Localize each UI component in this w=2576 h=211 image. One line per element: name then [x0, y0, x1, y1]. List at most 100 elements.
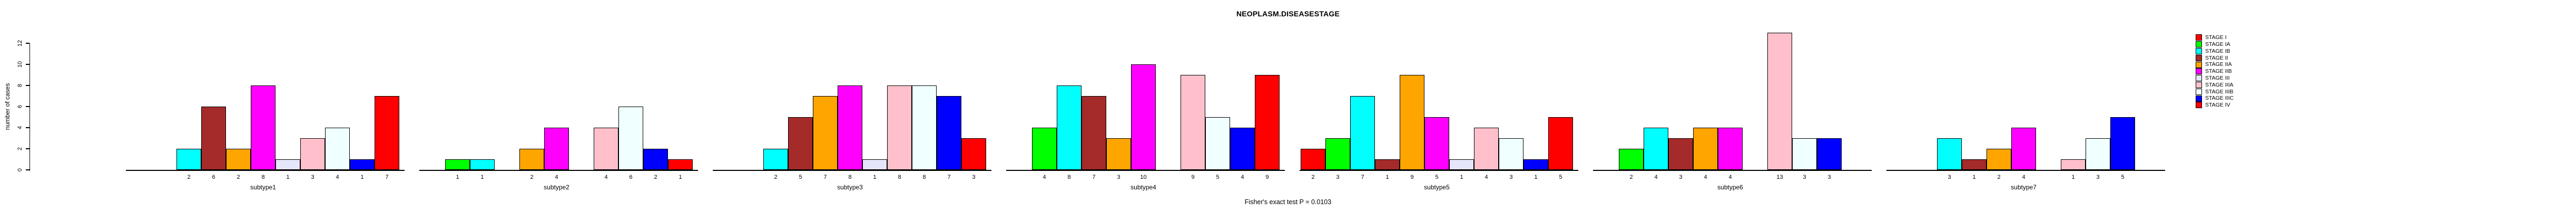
bar-value-label: 8 [922, 174, 926, 180]
bar-value-label: 1 [1972, 174, 1976, 180]
legend-swatch-stage-iiib [2196, 88, 2202, 95]
x-axis-subtype3 [713, 170, 991, 171]
bar-subtype2-stage-ib [470, 159, 495, 170]
x-axis-subtype4 [1006, 170, 1285, 171]
y-axis [29, 43, 30, 171]
bar-subtype3-stage-iiia [887, 85, 912, 170]
bar-value-label: 5 [2121, 174, 2125, 180]
bar-value-label: 3 [1117, 174, 1120, 180]
y-axis-tick [25, 64, 30, 65]
panel-subtype3: 2 5 7 8 1 8 8 7 3 subtype3 [713, 33, 991, 191]
x-axis-subtype5 [1300, 170, 1578, 171]
bar-value-label: 2 [654, 174, 657, 180]
x-axis-group-label: subtype4 [1130, 184, 1156, 191]
bar-value-label: 2 [1997, 174, 2001, 180]
bar-subtype4-stage-ii [1081, 96, 1106, 170]
legend-label: STAGE IIA [2205, 61, 2232, 68]
bar-value-label: 1 [456, 174, 459, 180]
bar-value-label: 10 [1140, 174, 1147, 180]
legend-label: STAGE IA [2205, 41, 2230, 47]
bar-value-label: 8 [1067, 174, 1071, 180]
bar-value-label: 7 [385, 174, 389, 180]
panel-subtype1: 2 6 2 8 1 3 4 1 7 subtype1 [126, 33, 405, 191]
bar-value-label: 4 [1704, 174, 1707, 180]
legend-swatch-stage-i [2196, 34, 2202, 41]
legend-swatch-stage-iiic [2196, 95, 2202, 102]
bar-subtype5-stage-ia [1325, 138, 1350, 170]
bar-value-label: 1 [1460, 174, 1463, 180]
bar-value-label: 9 [1265, 174, 1269, 180]
bar-subtype1-stage-iiib [325, 128, 350, 170]
bar-value-label: 9 [1191, 174, 1195, 180]
bar-value-label: 2 [1311, 174, 1315, 180]
bar-subtype6-stage-iiic [1817, 138, 1842, 170]
panel-subtype4: 4 8 7 3 10 9 5 4 9 subtype4 [1006, 33, 1285, 191]
bar-subtype5-stage-iiib [1499, 138, 1523, 170]
bar-value-label: 9 [1410, 174, 1414, 180]
y-axis-tick [25, 85, 30, 86]
bar-subtype3-stage-iia [813, 96, 838, 170]
bar-subtype2-stage-ia [445, 159, 470, 170]
bar-subtype7-stage-iiic [2110, 117, 2135, 170]
legend-item: STAGE IIIA [2196, 81, 2234, 89]
bar-value-label: 1 [2071, 174, 2075, 180]
bar-subtype4-stage-iv [1255, 75, 1280, 170]
bar-subtype5-stage-ib [1350, 96, 1375, 170]
bar-value-label: 1 [286, 174, 290, 180]
legend-swatch-stage-iii [2196, 75, 2202, 82]
y-axis-tick-label: 4 [17, 126, 23, 130]
panel-subtype5: 2 3 7 1 9 5 1 4 3 1 5 subtype5 [1300, 33, 1578, 191]
panel-subtype6: 2 4 3 4 4 13 3 3 subtype6 [1593, 33, 1872, 191]
bar-value-label: 4 [1728, 174, 1732, 180]
bar-value-label: 1 [679, 174, 682, 180]
bar-subtype1-stage-iiic [350, 159, 375, 170]
bar-subtype7-stage-iib [2011, 128, 2036, 170]
legend-swatch-stage-ia [2196, 41, 2202, 48]
bar-subtype6-stage-iia [1693, 128, 1718, 170]
x-axis-group-label: subtype6 [1717, 184, 1743, 191]
bar-subtype1-stage-ib [176, 149, 201, 170]
legend-swatch-stage-ii [2196, 54, 2202, 61]
panel-subtype7: 3 1 2 4 1 3 5 subtype7 [1886, 33, 2165, 191]
bar-value-label: 8 [898, 174, 901, 180]
y-axis-tick-label: 10 [17, 61, 23, 68]
bar-value-label: 3 [2096, 174, 2100, 180]
bar-subtype2-stage-iiic [643, 149, 668, 170]
bar-value-label: 2 [774, 174, 778, 180]
bar-subtype2-stage-iia [519, 149, 544, 170]
legend-swatch-stage-iib [2196, 68, 2202, 75]
bar-value-label: 1 [1534, 174, 1538, 180]
bar-subtype7-stage-iia [1987, 149, 2011, 170]
bar-subtype1-stage-iia [226, 149, 251, 170]
bar-value-label: 4 [604, 174, 608, 180]
x-axis-group-label: subtype5 [1424, 184, 1450, 191]
bar-value-label: 8 [261, 174, 265, 180]
bar-subtype4-stage-ia [1032, 128, 1057, 170]
bar-subtype6-stage-iiib [1792, 138, 1817, 170]
bar-subtype6-stage-iiia [1767, 33, 1792, 170]
bar-subtype5-stage-ii [1375, 159, 1400, 170]
bar-subtype2-stage-iiib [618, 107, 643, 170]
bar-value-label: 3 [1827, 174, 1831, 180]
bar-subtype4-stage-iia [1106, 138, 1131, 170]
bar-subtype5-stage-iiic [1523, 159, 1548, 170]
x-axis-group-label: subtype7 [2011, 184, 2037, 191]
legend-label: STAGE IIIB [2205, 88, 2234, 95]
bar-value-label: 3 [311, 174, 314, 180]
bar-value-label: 3 [1679, 174, 1683, 180]
bar-value-label: 1 [1385, 174, 1389, 180]
legend-item: STAGE III [2196, 75, 2234, 82]
bar-value-label: 2 [530, 174, 534, 180]
bar-subtype3-stage-ii [788, 117, 813, 170]
legend-item: STAGE IIIB [2196, 88, 2234, 95]
bar-value-label: 7 [947, 174, 951, 180]
p-value-annotation: Fisher's exact test P = 0.0103 [1244, 198, 1332, 206]
y-axis-label: number of cases [4, 83, 11, 130]
panel-subtype2: 1 1 2 4 4 6 2 1 subtype2 [419, 33, 698, 191]
y-axis-tick-label: 12 [17, 40, 23, 47]
bar-subtype3-stage-ib [763, 149, 788, 170]
bar-subtype5-stage-iib [1424, 117, 1449, 170]
bar-value-label: 1 [480, 174, 484, 180]
bar-subtype3-stage-iiic [937, 96, 961, 170]
